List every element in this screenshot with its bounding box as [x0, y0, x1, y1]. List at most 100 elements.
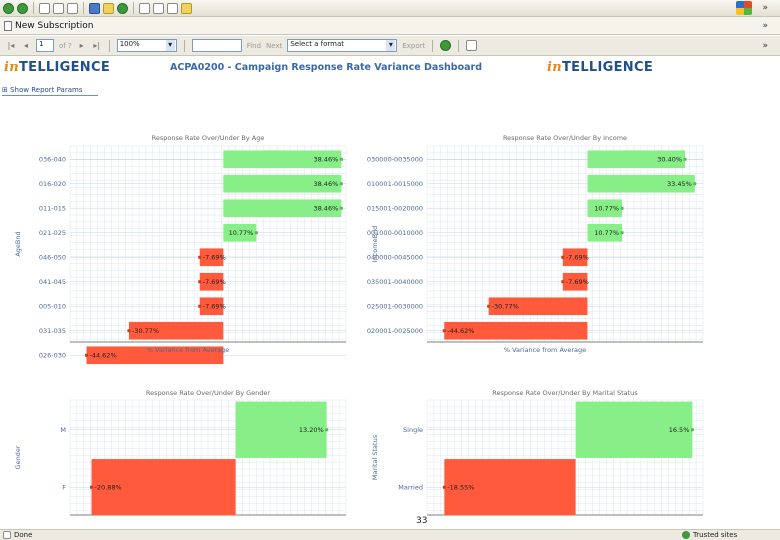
home-icon[interactable]	[67, 2, 78, 14]
bar-marker	[90, 485, 94, 489]
page-number-input[interactable]: 1	[36, 39, 54, 52]
data-label: 10.77%	[594, 229, 619, 237]
page-icon[interactable]	[167, 2, 178, 14]
tab-title[interactable]: New Subscription	[15, 20, 94, 31]
stop-icon[interactable]	[39, 2, 50, 14]
find-link[interactable]: Find	[246, 41, 262, 50]
chart-age: Response Rate Over/Under By Age 036-040 38…	[8, 130, 353, 365]
history-icon[interactable]	[117, 2, 128, 14]
forward-icon[interactable]	[17, 2, 28, 14]
bar[interactable]	[488, 297, 588, 316]
category-label: 046-050	[39, 253, 66, 261]
browser-toolbar: »	[0, 0, 780, 17]
tab-bar: New Subscription »	[0, 17, 780, 35]
bar[interactable]	[223, 150, 342, 169]
bar-marker	[442, 485, 446, 489]
bar-marker	[620, 206, 624, 210]
favorites-icon[interactable]	[103, 2, 114, 14]
category-label: 010001-0015000	[367, 180, 423, 188]
company-logo-left: inTELLIGENCE	[4, 60, 111, 75]
chart-marital-svg: Response Rate Over/Under By Marital Stat…	[371, 389, 704, 516]
bar[interactable]	[199, 272, 224, 291]
refresh-report-icon[interactable]	[440, 40, 452, 51]
bar-marker	[620, 231, 624, 235]
bar-marker	[561, 280, 565, 284]
bar-marker	[198, 280, 202, 284]
bar[interactable]	[587, 223, 623, 242]
bar-marker	[127, 329, 131, 333]
x-axis-title: % Variance from Average	[504, 346, 586, 354]
data-label: -44.62%	[447, 327, 474, 335]
bar-marker	[683, 157, 687, 161]
chart-title: Response Rate Over/Under By Age	[152, 134, 265, 142]
report-toolbar-chevron-icon[interactable]: »	[762, 41, 768, 51]
bar[interactable]	[235, 401, 327, 458]
bar[interactable]	[128, 321, 224, 340]
refresh-icon[interactable]	[53, 2, 64, 14]
next-page-icon[interactable]: ▸	[79, 41, 84, 50]
zone-text: Trusted sites	[693, 531, 738, 539]
page-icon	[4, 20, 12, 31]
print-icon[interactable]	[153, 2, 164, 14]
data-label: 16.5%	[669, 426, 690, 434]
chart-title: Response Rate Over/Under By Marital Stat…	[492, 389, 638, 397]
bar[interactable]	[223, 223, 257, 242]
bar[interactable]	[199, 248, 224, 267]
bar[interactable]	[587, 150, 686, 169]
previous-page-icon[interactable]: ◂	[23, 41, 28, 50]
tab-chevron-icon[interactable]: »	[762, 21, 768, 31]
toolbar-separator	[133, 2, 134, 14]
page-title: ACPA0200 - Campaign Response Rate Varian…	[170, 62, 482, 73]
y-axis-title: Marital Status	[371, 434, 379, 480]
last-page-icon[interactable]: ▸|	[93, 41, 101, 50]
security-zone: Trusted sites	[682, 531, 737, 539]
bar[interactable]	[444, 321, 588, 340]
back-icon[interactable]	[3, 2, 14, 14]
zoom-select[interactable]: 100%	[116, 39, 177, 52]
bar[interactable]	[223, 174, 342, 193]
bar[interactable]	[223, 199, 342, 218]
export-link[interactable]: Export	[402, 41, 426, 50]
bar[interactable]	[587, 174, 695, 193]
bar[interactable]	[86, 346, 224, 365]
bar-marker	[561, 255, 565, 259]
bar[interactable]	[562, 272, 588, 291]
first-page-icon[interactable]: |◂	[7, 41, 15, 50]
bar[interactable]	[91, 459, 236, 516]
bar[interactable]	[587, 199, 623, 218]
data-label: 38.46%	[313, 204, 338, 212]
format-select[interactable]: Select a format	[287, 39, 398, 52]
bar[interactable]	[575, 401, 693, 458]
data-label: -30.77%	[132, 327, 159, 335]
bar-marker	[339, 182, 343, 186]
category-label: 001000-0010000	[367, 229, 423, 237]
data-label: -44.62%	[89, 351, 116, 359]
print-report-icon[interactable]	[466, 40, 478, 51]
x-axis-title: % Variance from Average	[147, 346, 229, 354]
chart-age-svg: Response Rate Over/Under By Age 036-040 38…	[14, 134, 347, 365]
data-label: -30.77%	[492, 302, 519, 310]
category-label: 021-025	[39, 229, 66, 237]
category-label: 035001-0040000	[367, 278, 423, 286]
toolbar-separator	[458, 39, 460, 52]
bar-marker	[339, 206, 343, 210]
show-report-params-link[interactable]: ⊞ Show Report Params	[2, 86, 98, 96]
toolbar-separator	[33, 2, 34, 14]
data-label: 33.45%	[667, 180, 692, 188]
bar[interactable]	[199, 297, 224, 316]
notes-icon[interactable]	[181, 2, 192, 14]
mail-icon[interactable]	[139, 2, 150, 14]
bar[interactable]	[562, 248, 588, 267]
data-label: -7.69%	[203, 278, 226, 286]
find-input[interactable]	[191, 39, 242, 52]
category-label: 016-020	[39, 180, 66, 188]
category-label: M	[60, 426, 66, 434]
data-label: 30.40%	[657, 155, 682, 163]
bar-marker	[254, 231, 258, 235]
page-number: 33	[416, 516, 428, 526]
toolbar-chevron-icon[interactable]: »	[762, 3, 768, 13]
next-link[interactable]: Next	[266, 41, 283, 50]
search-icon[interactable]	[89, 2, 100, 14]
bar[interactable]	[444, 459, 576, 516]
chart-title: Response Rate Over/Under By Gender	[146, 389, 270, 397]
